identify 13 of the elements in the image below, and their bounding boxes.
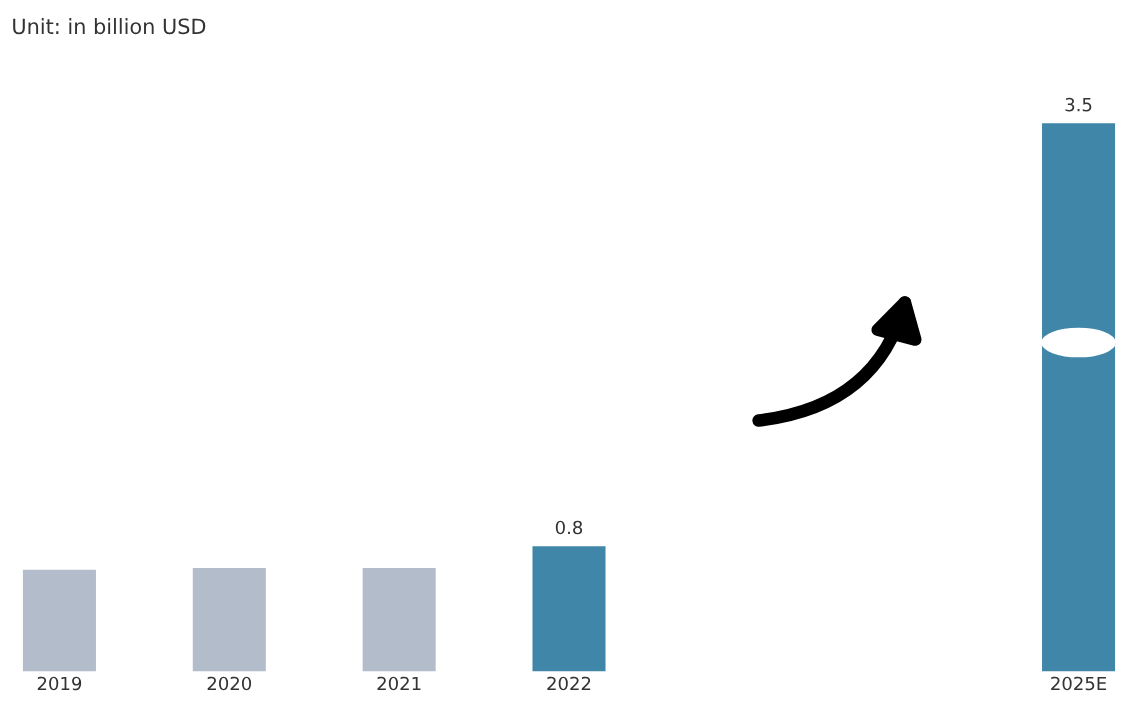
bar [22,569,96,672]
bar [532,546,606,672]
x-tick-label: 2022 [547,676,591,691]
x-tick-label: 2019 [37,676,82,691]
bar [1042,123,1116,672]
data-label: 0.8 [555,520,583,535]
x-tick-label: 2025E [1051,676,1107,691]
x-tick-label: 2020 [207,676,252,691]
data-label: 3.5 [1065,97,1092,112]
bar [192,568,266,672]
x-tick-label: 2021 [377,676,421,691]
chart-title: Unit: in billion USD [13,18,206,35]
bar [362,568,436,672]
